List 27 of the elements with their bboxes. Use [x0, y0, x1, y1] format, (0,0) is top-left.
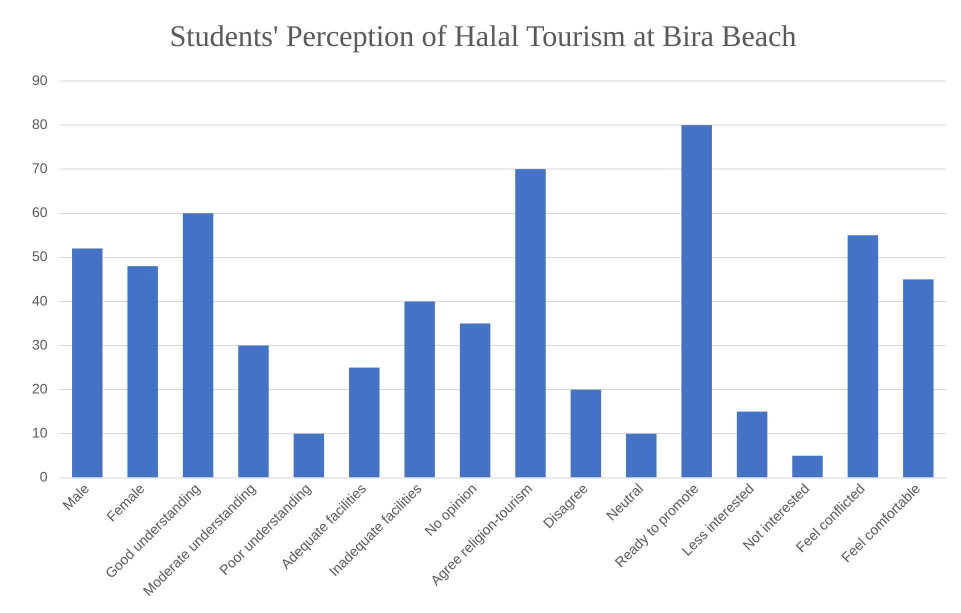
y-tick-label: 0 [40, 468, 48, 485]
y-tick-label: 70 [32, 160, 48, 176]
bar [182, 213, 214, 478]
y-tick-label: 50 [32, 248, 48, 264]
y-tick-label: 10 [32, 424, 48, 441]
bar [404, 301, 435, 478]
bar [460, 323, 490, 478]
bar [626, 434, 657, 478]
bar [570, 390, 602, 478]
bar [848, 235, 878, 478]
bar [736, 412, 768, 478]
y-tick-label: 20 [32, 380, 48, 396]
y-tick-label: 90 [32, 72, 48, 88]
bar [792, 456, 823, 478]
bar [238, 346, 269, 478]
bar [681, 125, 712, 478]
y-tick-label: 40 [32, 292, 48, 308]
y-tick-label: 80 [32, 116, 48, 132]
bar [349, 368, 380, 478]
bar [72, 248, 103, 478]
y-tick-label: 30 [32, 336, 48, 352]
chart-title: Students' Perception of Halal Tourism at Bira Beach [170, 20, 796, 53]
bar [127, 266, 158, 478]
bar [903, 279, 934, 478]
bar [294, 434, 324, 478]
bar [515, 169, 546, 478]
y-tick-label: 60 [32, 204, 48, 220]
